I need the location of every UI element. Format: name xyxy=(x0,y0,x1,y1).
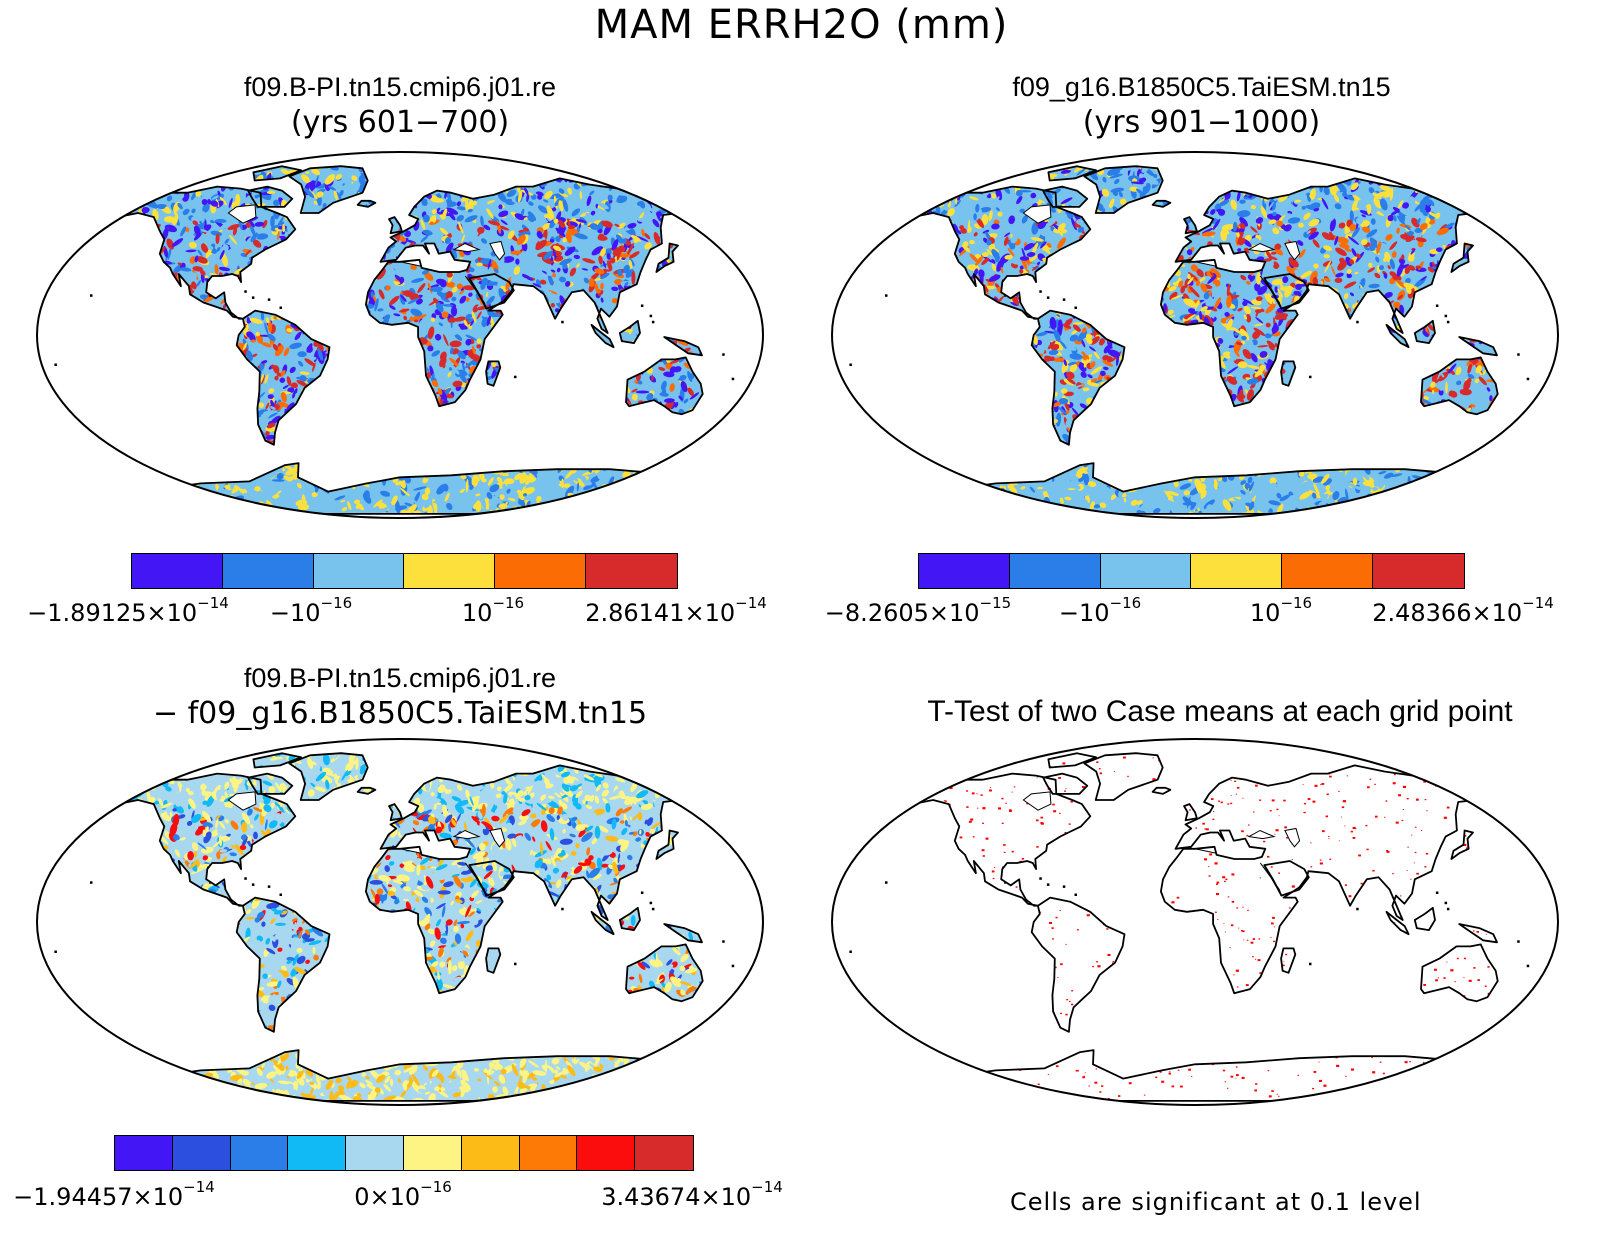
colorbar-swatch xyxy=(172,1136,231,1170)
figure-title: MAM ERRH2O (mm) xyxy=(594,2,1009,48)
colorbar-swatch xyxy=(919,554,1010,588)
colorbar-swatch xyxy=(586,554,677,588)
panel1-case-name: f09.B-PI.tn15.cmip6.j01.re xyxy=(243,72,557,102)
colorbar-swatch xyxy=(519,1136,578,1170)
colorbar-swatch xyxy=(461,1136,520,1170)
panel3-case-name: f09.B-PI.tn15.cmip6.j01.re xyxy=(243,663,557,693)
colorbar-panel1 xyxy=(131,553,678,589)
colorbar-swatch xyxy=(1191,554,1283,588)
map-panel2 xyxy=(831,151,1559,519)
colorbar2-label-min: −8.2605×10−15 xyxy=(824,594,1012,627)
colorbar2-label-max: 2.48366×10−14 xyxy=(1372,594,1554,627)
colorbar-swatch xyxy=(288,1136,347,1170)
colorbar-panel3 xyxy=(114,1135,694,1171)
colorbar-swatch xyxy=(1009,554,1101,588)
colorbar-swatch xyxy=(404,554,496,588)
map-panel3 xyxy=(36,738,764,1106)
colorbar1-label-max: 2.86141×10−14 xyxy=(585,594,767,627)
ttest-title: T-Test of two Case means at each grid po… xyxy=(927,695,1513,728)
panel2-years: (yrs 901−1000) xyxy=(1082,105,1321,140)
colorbar-swatch xyxy=(132,554,223,588)
colorbar-swatch xyxy=(403,1136,462,1170)
colorbar-swatch xyxy=(577,1136,636,1170)
colorbar3-label-zero: 0×10−16 xyxy=(354,1178,452,1211)
colorbar-swatch xyxy=(1282,554,1374,588)
colorbar-swatch xyxy=(313,554,405,588)
colorbar-swatch xyxy=(635,1136,693,1170)
colorbar2-label-pos: 10−16 xyxy=(1249,594,1313,627)
colorbar-panel2 xyxy=(918,553,1465,589)
colorbar-swatch xyxy=(495,554,587,588)
panel2-case-name: f09_g16.B1850C5.TaiESM.tn15 xyxy=(1012,72,1391,102)
colorbar1-label-neg: −10−16 xyxy=(269,594,353,627)
map-panel1 xyxy=(36,151,764,519)
colorbar2-label-neg: −10−16 xyxy=(1058,594,1142,627)
colorbar-swatch xyxy=(1373,554,1464,588)
panel1-years: (yrs 601−700) xyxy=(290,105,510,140)
map-panel4-ttest xyxy=(831,738,1559,1106)
panel3-difference-label: − f09_g16.B1850C5.TaiESM.tn15 xyxy=(152,696,648,731)
colorbar1-label-min: −1.89125×10−14 xyxy=(27,594,229,627)
panel1-title: f09.B-PI.tn15.cmip6.j01.re (yrs 601−700) xyxy=(0,72,800,140)
colorbar-swatch xyxy=(115,1136,173,1170)
colorbar-swatch xyxy=(222,554,314,588)
significance-note: Cells are significant at 0.1 level xyxy=(1010,1188,1422,1216)
colorbar3-label-min: −1.94457×10−14 xyxy=(13,1178,215,1211)
colorbar-swatch xyxy=(230,1136,289,1170)
colorbar1-label-pos: 10−16 xyxy=(461,594,525,627)
colorbar-swatch xyxy=(346,1136,404,1170)
panel2-title: f09_g16.B1850C5.TaiESM.tn15 (yrs 901−100… xyxy=(800,72,1603,140)
panel3-title: f09.B-PI.tn15.cmip6.j01.re − f09_g16.B18… xyxy=(0,663,800,731)
colorbar3-label-max: 3.43674×10−14 xyxy=(601,1178,783,1211)
colorbar-swatch xyxy=(1100,554,1192,588)
